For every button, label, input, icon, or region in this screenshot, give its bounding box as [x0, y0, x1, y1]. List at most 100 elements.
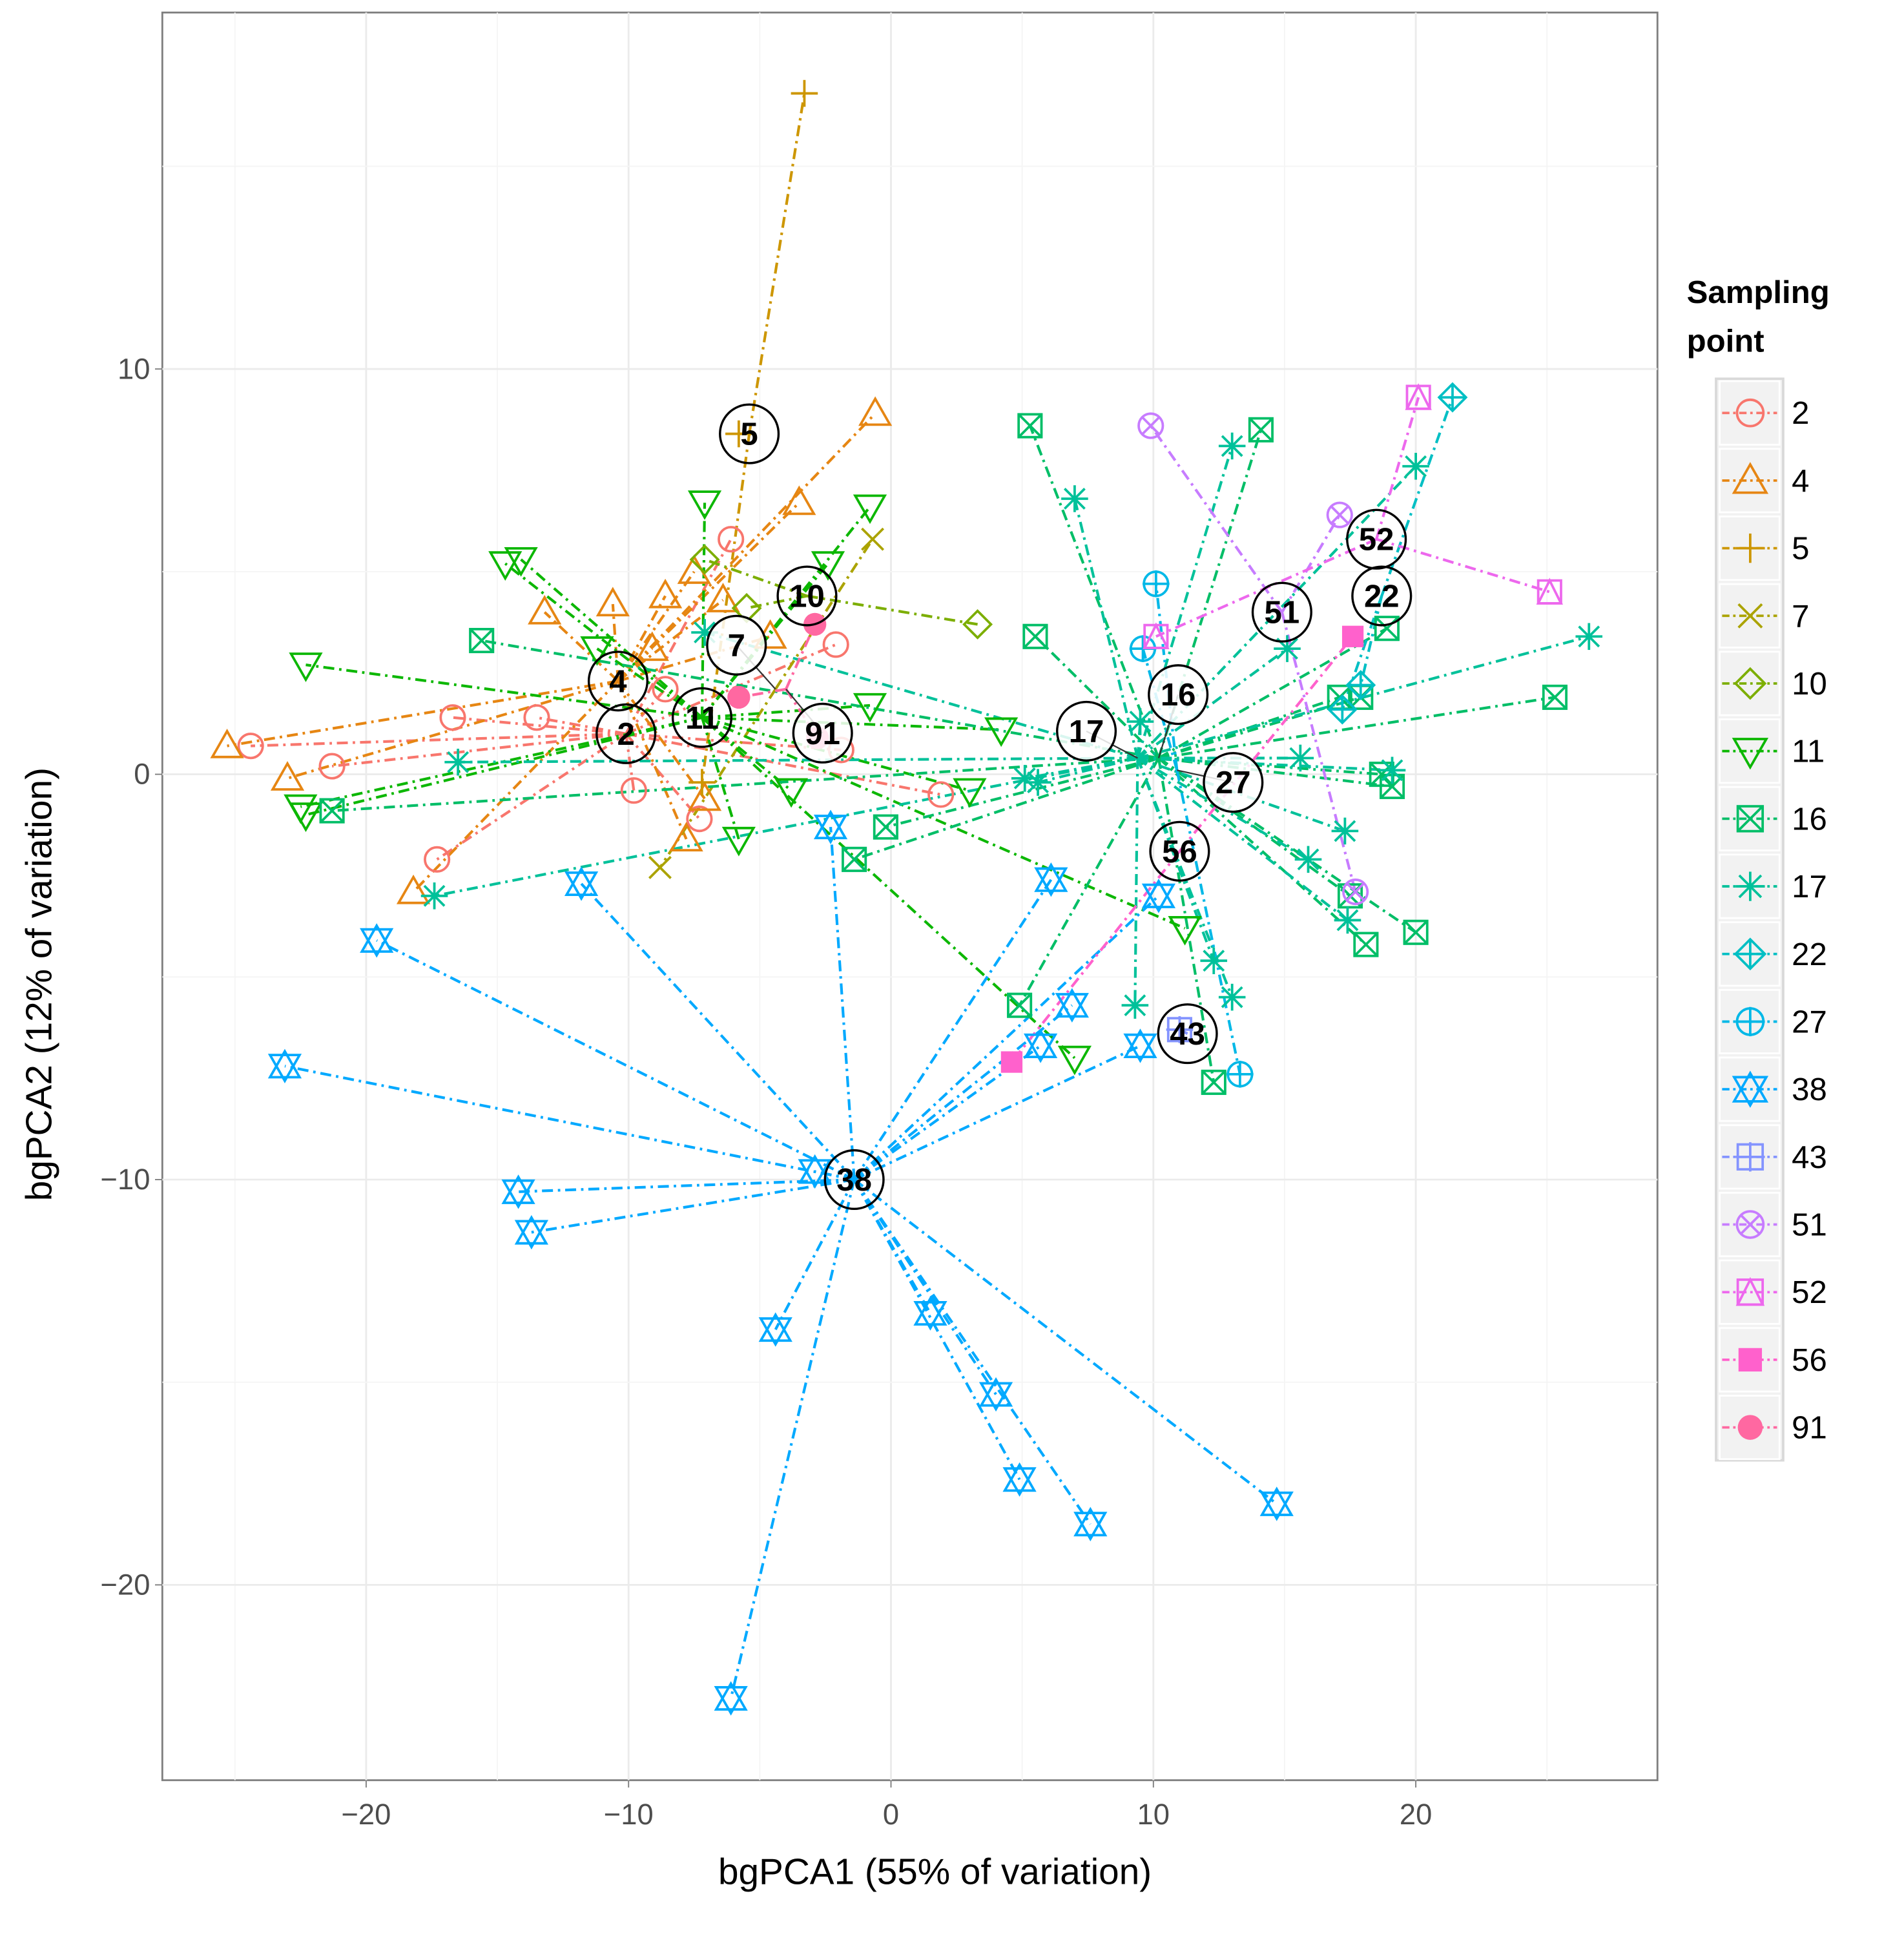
- asterisk-marker: [1218, 432, 1246, 460]
- marker-part: [798, 1154, 832, 1184]
- marker-part: [1141, 416, 1161, 435]
- centroid-labels: 2 4 5 7 10 11 16 17 22 27 38 43 51 52 56 91: [587, 403, 1412, 1211]
- data-points: [210, 79, 1603, 1716]
- centroid-line-51: [1281, 514, 1341, 613]
- marker-part: [620, 777, 647, 804]
- square-triangle-marker: [1143, 622, 1170, 649]
- centroid-line-17: [1136, 465, 1417, 759]
- centroid-label-10: 10: [789, 579, 825, 614]
- marker-part: [1259, 1491, 1294, 1521]
- circle-marker: [718, 526, 745, 553]
- centroid-line-38: [376, 939, 855, 1181]
- centroid-label-7: 7: [728, 629, 745, 663]
- legend-label-43: 43: [1792, 1140, 1827, 1175]
- centroid-line-16: [1157, 627, 1388, 760]
- marker-part: [1276, 638, 1298, 660]
- diamond-marker: [962, 609, 993, 640]
- marker-part: [811, 551, 845, 581]
- marker-part: [689, 544, 720, 575]
- x-tick-label: −20: [341, 1798, 391, 1831]
- asterisk-marker: [1061, 485, 1088, 512]
- centroid-line-38: [853, 1178, 997, 1395]
- square-cross-marker: [1374, 616, 1400, 641]
- circle-marker: [652, 676, 679, 703]
- centroid-line-2: [625, 733, 701, 820]
- centroid-line-16: [1157, 756, 1351, 897]
- centroid-line-17: [1073, 498, 1139, 758]
- marker-part: [1007, 992, 1033, 1018]
- centroid-line-38: [853, 879, 1053, 1181]
- asterisk-marker: [1402, 452, 1429, 480]
- plus-marker: [1735, 533, 1765, 563]
- down-triangle-marker: [580, 636, 614, 666]
- marker-part: [564, 871, 599, 901]
- marker-part: [1000, 1051, 1023, 1073]
- marker-part: [686, 806, 713, 833]
- marker-part: [595, 587, 630, 617]
- marker-part: [210, 728, 244, 758]
- marker-part: [853, 693, 887, 723]
- legend-title-line1: Sampling: [1687, 275, 1830, 310]
- square-triangle-marker: [1735, 1276, 1765, 1306]
- marker-part: [1034, 862, 1068, 892]
- centroid-line-16: [1158, 696, 1555, 760]
- centroid-line-4: [617, 501, 800, 682]
- centroid-line-11: [701, 716, 1186, 930]
- marker-part: [842, 846, 867, 872]
- centroid-line-38: [518, 1178, 854, 1193]
- asterisk-marker: [1287, 744, 1314, 772]
- triangle-marker: [782, 485, 816, 516]
- marker-part: [1073, 1506, 1108, 1537]
- legend-key-bg: [1719, 1056, 1781, 1122]
- marker-part: [580, 636, 614, 666]
- marker-part: [1017, 413, 1042, 439]
- down-triangle-marker: [811, 551, 845, 581]
- marker-part: [1374, 616, 1400, 641]
- down-triangle-marker: [504, 547, 538, 577]
- y-axis-title: bgPCA2 (12% of variation): [19, 767, 59, 1201]
- axis-ticks: −20 −10 0 10 20 10 0 −10 −20: [101, 352, 1433, 1830]
- marker-part: [267, 1048, 302, 1079]
- down-triangle-marker: [687, 490, 722, 520]
- legend-label-56: 56: [1792, 1343, 1827, 1378]
- marker-part: [1381, 759, 1403, 782]
- circle-marker: [1735, 398, 1765, 428]
- down-triangle-marker: [1732, 738, 1769, 770]
- circle-marker: [318, 753, 346, 780]
- marker-part: [652, 676, 679, 703]
- centroid-circle-2: [595, 703, 657, 764]
- centroid-circle-7: [706, 614, 767, 676]
- circle-plus-marker: [1226, 1061, 1254, 1088]
- marker-part: [318, 753, 346, 780]
- filled-circle-marker: [727, 685, 750, 709]
- legend-label-4: 4: [1792, 464, 1809, 499]
- square-plus-marker: [1735, 1142, 1765, 1172]
- marker-part: [669, 822, 703, 852]
- centroid-line-7: [774, 538, 874, 690]
- marker-part: [648, 578, 683, 609]
- x-tick-label: 10: [1137, 1798, 1170, 1831]
- marker-part: [1353, 932, 1379, 957]
- star-david-marker: [501, 1174, 535, 1209]
- marker-part: [424, 846, 451, 873]
- marker-part: [1201, 1069, 1226, 1095]
- square-cross-marker: [469, 627, 495, 654]
- marker-part: [1141, 879, 1176, 908]
- centroid-circle-43: [1157, 1003, 1218, 1065]
- centroid-line-11: [700, 503, 707, 718]
- diamond-plus-marker: [1437, 382, 1468, 413]
- legend-title-line2: point: [1687, 324, 1764, 359]
- centroid-line-11: [305, 663, 703, 719]
- down-triangle-marker: [953, 778, 987, 808]
- marker-part: [1297, 848, 1319, 871]
- down-triangle-marker: [853, 693, 887, 723]
- star-david-marker: [1002, 1462, 1037, 1497]
- triangle-marker: [528, 594, 562, 625]
- centroid-line-16: [1034, 635, 1160, 759]
- marker-part: [706, 583, 740, 612]
- centroid-line-11: [701, 703, 871, 719]
- circle-plus-marker: [1143, 570, 1170, 598]
- centroid-label-22: 22: [1364, 579, 1400, 614]
- centroid-circle-27: [1203, 752, 1264, 813]
- legend-label-27: 27: [1792, 1005, 1827, 1039]
